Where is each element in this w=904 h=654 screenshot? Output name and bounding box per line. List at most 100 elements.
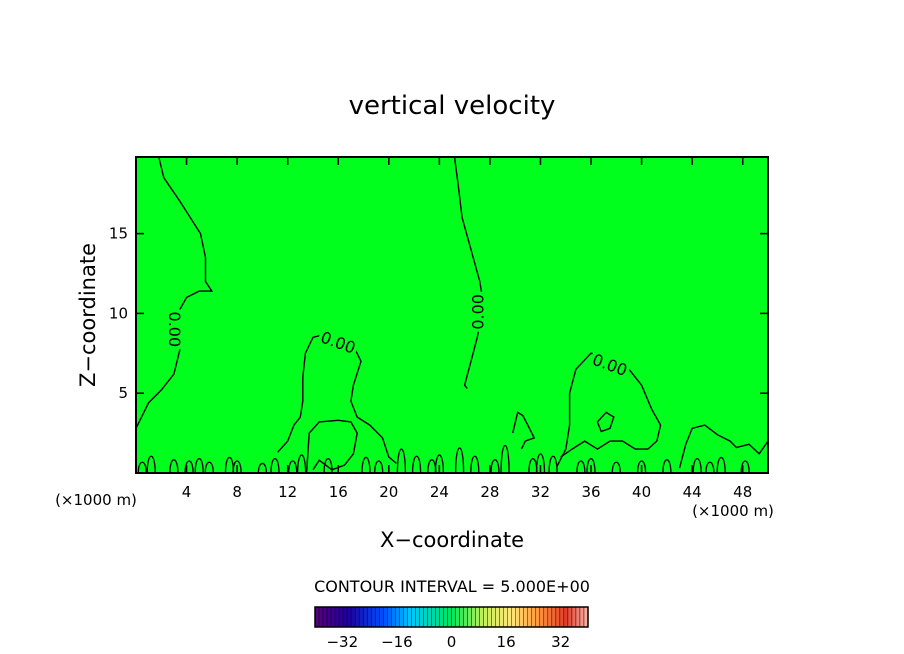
colorbar-cell [383,606,388,628]
contour-loop [586,457,596,474]
plot-frame [135,156,769,474]
contour-line [596,411,615,433]
colorbar-cell [523,606,528,628]
y-tick-label: 10 [109,304,128,322]
colorbar-cell [487,606,492,628]
colorbar-cell [563,606,569,628]
colorbar-tick-label: −16 [381,633,413,651]
colorbar-tick-label: 16 [497,633,516,651]
x-tick-label: 8 [232,483,242,501]
contour-loop [705,461,715,474]
colorbar-cell [539,606,545,628]
colorbar-cell [459,606,464,628]
colorbar-cell [575,606,581,628]
colorbar-cell [439,606,444,628]
colorbar-cell [579,606,585,628]
contour-loop [137,461,147,474]
contour-loop [396,448,407,474]
chart-title: vertical velocity [349,91,556,121]
contour-loop [548,455,558,474]
colorbar-cell [555,606,561,628]
contour-loop [692,457,702,474]
x-unit-right: (×1000 m) [692,502,774,520]
colorbar-cell [391,606,396,628]
colorbar-cell [358,606,364,628]
x-tick-label: 24 [430,483,449,501]
colorbar-cell [354,606,360,628]
colorbar-cell [515,606,520,628]
contour-loop [454,447,465,474]
colorbar [314,606,589,628]
contour-interval-text: CONTOUR INTERVAL = 5.000E+00 [314,577,590,596]
contour-line [512,411,536,450]
colorbar-cell [543,606,549,628]
colorbar-ticks: −32 −16 0 16 32 [326,633,570,651]
contour-loop [169,459,179,474]
contour-loop [490,459,500,474]
x-tick-label: 32 [531,483,550,501]
colorbar-cell [395,606,400,628]
contour-line [678,424,769,469]
contour-loop [194,457,204,474]
colorbar-cell [455,606,460,628]
colorbar-cell [435,606,440,628]
colorbar-cell [342,606,348,628]
colorbar-cell [346,606,352,628]
colorbar-cell [499,606,504,628]
contour-loop [361,456,371,474]
contour-loop [146,455,156,474]
near-surface-contours [137,444,750,474]
contour-label-bg [468,291,487,332]
colorbar-cell [467,606,472,628]
colorbar-cell [507,606,512,628]
colorbar-cell [447,606,452,628]
x-tick-label: 44 [683,483,702,501]
colorbar-cell [362,606,368,628]
contour-label: 0.00 [165,312,184,348]
contour-label: 0.00 [468,294,487,330]
x-unit-left: (×1000 m) [55,491,137,509]
y-axis-label: Z−coordinate [76,243,100,387]
contour-label-bg [316,326,361,358]
contour-loop [374,460,384,474]
colorbar-cell [551,606,557,628]
colorbar-cell [427,606,432,628]
colorbar-cell [571,606,577,628]
colorbar-cell [471,606,476,628]
colorbar-cell [334,606,340,628]
colorbar-cell [407,606,412,628]
x-tick-label: 40 [632,483,651,501]
colorbar-tick-label: −32 [326,633,358,651]
colorbar-cell [475,606,480,628]
colorbar-cell [375,606,380,628]
colorbar-cell [330,606,336,628]
colorbar-cell [535,606,541,628]
contour-labels: 0.00 0.000.000.00 [165,291,632,380]
colorbar-cell [479,606,484,628]
contour-loop [662,459,672,474]
contour-label-bg [166,309,185,350]
colorbar-cell [483,606,488,628]
x-tick-label: 36 [581,483,600,501]
x-tick-label: 48 [733,483,752,501]
x-axis-label: X−coordinate [380,528,524,552]
contour-loop [184,460,194,474]
colorbar-cell [379,606,384,628]
colorbar-tick-label: 0 [447,633,457,651]
y-tick-label: 15 [109,225,128,243]
colorbar-cell [415,606,420,628]
contour-loop [434,454,445,474]
colorbar-frame [314,606,589,628]
colorbar-cell [503,606,508,628]
colorbar-cell [318,606,324,628]
colorbar-cell [403,606,408,628]
contour-loop [270,457,280,474]
contour-line [135,156,214,429]
contour-loop [535,453,546,474]
colorbar-cell [419,606,424,628]
colorbar-cell [559,606,565,628]
colorbar-tick-label: 32 [551,633,570,651]
contour-line [556,352,662,467]
colorbar-cell [491,606,496,628]
colorbar-cell [366,606,372,628]
